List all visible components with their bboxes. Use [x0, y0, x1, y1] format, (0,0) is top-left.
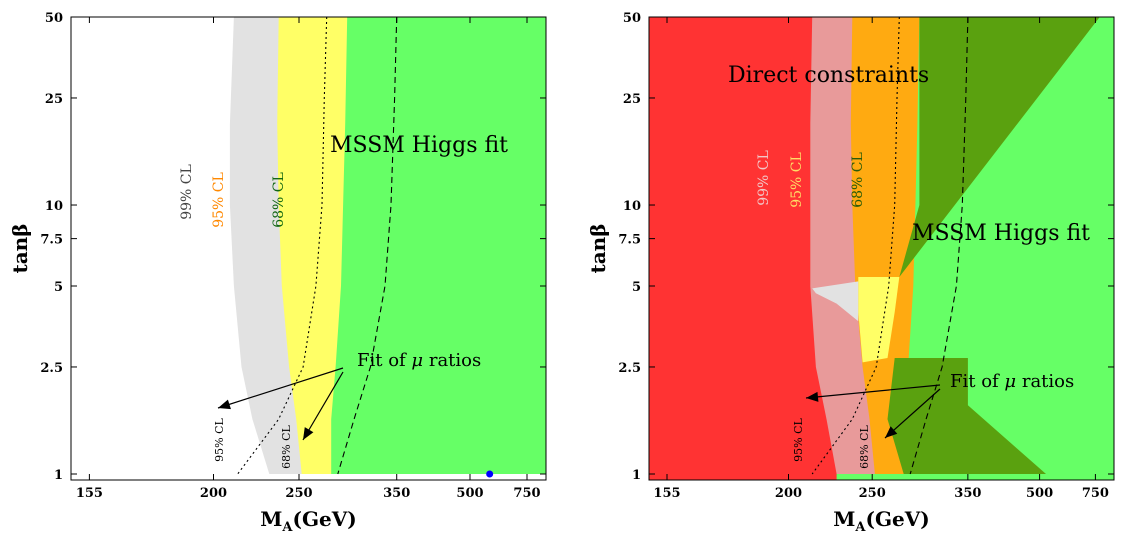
fit-label-prefix: Fit of	[950, 371, 1004, 392]
y-tick-label: 1	[632, 468, 641, 483]
x-tick-label: 200	[775, 486, 802, 501]
x-tick-label: 750	[513, 486, 540, 501]
cl68-small-label: 68% CL	[280, 424, 293, 468]
y-tick-label: 25	[623, 92, 641, 107]
x-tick-label: 155	[76, 486, 103, 501]
x-tick-label: 750	[1082, 486, 1109, 501]
mssm-higgs-fit-label: MSSM Higgs fit	[330, 133, 508, 158]
cl95-small-label: 95% CL	[792, 417, 805, 461]
y-axis-label: tanβ	[586, 223, 610, 273]
fit-curve-95-dotted	[237, 16, 328, 475]
cl99-label: 99% CL	[756, 150, 772, 206]
x-axis-label: MA(GeV)	[260, 507, 356, 535]
right-chart-panel: 155 200 250 350 500 750 1 2.5 5 7.5 10 25 50 MA(GeV) t…	[586, 11, 1115, 535]
cl95-small-label: 95% CL	[213, 417, 226, 461]
fit-curve-68-dashed	[337, 16, 398, 475]
x-tick-label: 155	[653, 486, 680, 501]
y-tick-label: 2.5	[618, 361, 641, 376]
plot-frame	[648, 16, 1115, 481]
x-axis-label-sub: A	[281, 520, 293, 535]
region-95-cl-wedge	[858, 277, 900, 363]
fit-arrow-68	[884, 388, 941, 439]
x-tick-label: 250	[285, 486, 312, 501]
y-tick-label: 25	[45, 92, 63, 107]
plot-frame	[70, 16, 547, 481]
region-68-cl-lower-dark	[887, 358, 1046, 474]
y-tick-label: 7.5	[618, 233, 641, 248]
cl95-label: 95% CL	[211, 172, 227, 228]
best-fit-point	[486, 470, 494, 478]
fit-of-mu-ratios-label: Fit of μ ratios	[357, 350, 481, 371]
mssm-higgs-fit-label: MSSM Higgs fit	[912, 221, 1090, 246]
fit-arrow-68	[302, 371, 344, 441]
y-tick-label: 10	[45, 199, 63, 214]
fit-label-prefix: Fit of	[357, 350, 411, 371]
fit-curve-68-dashed	[909, 16, 969, 475]
y-tick-label: 1	[54, 468, 63, 483]
fit-arrow-95-head	[806, 391, 819, 402]
fit-of-mu-ratios-label: Fit of μ ratios	[950, 371, 1074, 392]
fit-arrow-95	[217, 367, 344, 409]
y-tick-label: 5	[54, 280, 63, 295]
cl68-label: 68% CL	[271, 172, 287, 228]
fit-arrow-68-head	[885, 426, 898, 438]
y-tick-label: 2.5	[40, 361, 63, 376]
cl99-label: 99% CL	[179, 164, 195, 220]
x-tick-label: 500	[1026, 486, 1053, 501]
region-68-cl	[331, 17, 546, 474]
region-direct-constraints	[649, 17, 837, 480]
x-tick-label: 500	[456, 486, 483, 501]
cl68-small-label: 68% CL	[858, 424, 871, 468]
fit-label-suffix: ratios	[1016, 371, 1074, 392]
x-axis-label-unit: (GeV)	[865, 507, 929, 531]
x-tick-label: 350	[954, 486, 981, 501]
left-chart-panel: 155 200 250 350 500 750 1 2.5 5 7.5 10 25 50 MA(GeV) t…	[8, 11, 547, 535]
cl68-label: 68% CL	[850, 152, 866, 208]
direct-constraints-label: Direct constraints	[728, 63, 929, 88]
fit-arrow-95	[805, 384, 941, 399]
fit-arrow-68-head	[303, 427, 314, 440]
y-tick-label: 5	[632, 280, 641, 295]
x-tick-label: 250	[859, 486, 886, 501]
fit-arrow-95-head	[218, 399, 231, 410]
x-axis-label-main: M	[260, 507, 282, 531]
x-axis-label: MA(GeV)	[833, 507, 929, 535]
y-tick-label: 10	[623, 199, 641, 214]
y-tick-label: 50	[623, 11, 641, 26]
x-axis-label-sub: A	[854, 520, 866, 535]
y-axis-label: tanβ	[8, 223, 32, 273]
region-68-cl-upper-dark	[899, 17, 1100, 277]
region-99-cl-sliver	[812, 281, 859, 322]
y-tick-label: 50	[45, 11, 63, 26]
x-axis-label-main: M	[833, 507, 855, 531]
fit-label-mu: μ	[411, 350, 423, 371]
cl95-label: 95% CL	[789, 152, 805, 208]
fit-label-mu: μ	[1004, 371, 1016, 392]
x-tick-label: 350	[383, 486, 410, 501]
x-tick-label: 200	[200, 486, 227, 501]
fit-curve-95-dotted	[811, 16, 900, 475]
y-tick-label: 7.5	[40, 233, 63, 248]
x-axis-label-unit: (GeV)	[292, 507, 356, 531]
fit-label-suffix: ratios	[423, 350, 481, 371]
